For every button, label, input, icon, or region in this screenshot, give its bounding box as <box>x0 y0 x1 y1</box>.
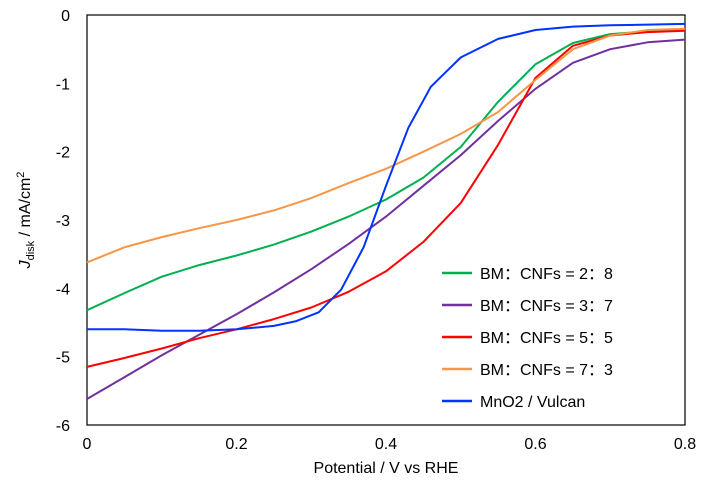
y-axis-label-sub: disk <box>25 240 37 260</box>
y-axis-label-sup: 2 <box>15 172 27 178</box>
series-line-5 <box>87 22 686 332</box>
x-axis-label: Potential / V vs RHE <box>314 460 459 477</box>
legend-label: MnO2 / Vulcan <box>480 394 585 411</box>
y-tick-label: 0 <box>61 8 70 25</box>
y-axis-label-main: J <box>17 259 34 269</box>
legend: BM：CNFs = 2：8 BM：CNFs = 3：7 BM：CNFs = 5：5 B… <box>442 266 613 411</box>
y-tick-label: -2 <box>56 145 70 162</box>
x-tick-label: 0.2 <box>225 436 247 453</box>
series-line-1 <box>86 29 686 312</box>
plot-frame <box>86 14 686 426</box>
series-line-3 <box>86 29 686 368</box>
series-layer <box>86 22 686 400</box>
y-tick-label: -5 <box>56 350 70 367</box>
x-tick-label: 0.6 <box>524 436 546 453</box>
y-tick-label: -3 <box>56 213 70 230</box>
y-axis-label: Jdisk / mA/cm2 <box>15 172 37 270</box>
x-tick-label: 0.4 <box>375 436 397 453</box>
x-tick-label: 0.8 <box>674 436 696 453</box>
legend-label: BM：CNFs = 7：3 <box>480 362 613 379</box>
y-tick-label: -4 <box>56 281 70 298</box>
legend-label: BM：CNFs = 3：7 <box>480 298 613 315</box>
tick-layer: 0 0.2 0.4 0.6 0.8 0 -1 -2 -3 -4 -5 -6 <box>56 8 696 453</box>
x-tick-label: 0 <box>83 436 92 453</box>
series-line-4 <box>86 27 686 264</box>
y-tick-label: -1 <box>56 76 70 93</box>
y-axis-label-rest: / mA/cm <box>17 178 34 241</box>
y-tick-label: -6 <box>56 418 70 435</box>
legend-label: BM：CNFs = 5：5 <box>480 330 613 347</box>
legend-label: BM：CNFs = 2：8 <box>480 266 613 283</box>
